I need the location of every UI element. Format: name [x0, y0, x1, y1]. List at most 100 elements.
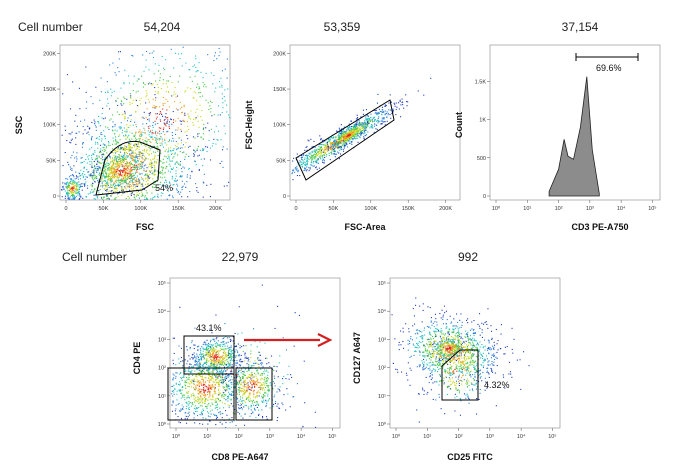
- event-dot: [226, 77, 228, 79]
- event-dot: [192, 358, 194, 360]
- event-dot: [77, 191, 79, 193]
- event-dot: [225, 375, 227, 377]
- event-dot: [372, 117, 374, 119]
- event-dot: [111, 158, 113, 160]
- event-dot: [114, 187, 116, 189]
- event-dot: [209, 105, 211, 107]
- event-dot: [198, 126, 200, 128]
- event-dot: [262, 393, 264, 395]
- event-dot: [308, 152, 310, 154]
- event-dot: [138, 182, 140, 184]
- event-dot: [346, 135, 348, 137]
- event-dot: [147, 175, 149, 177]
- event-dot: [202, 77, 204, 79]
- event-dot: [140, 142, 142, 144]
- event-dot: [146, 92, 148, 94]
- event-dot: [186, 391, 188, 393]
- event-dot: [210, 348, 212, 350]
- event-dot: [76, 158, 78, 160]
- event-dot: [234, 377, 236, 379]
- event-dot: [360, 126, 362, 128]
- event-dot: [213, 74, 215, 76]
- event-dot: [180, 357, 182, 359]
- event-dot: [72, 195, 74, 197]
- event-dot: [168, 126, 170, 128]
- event-dot: [315, 152, 317, 154]
- event-dot: [124, 153, 126, 155]
- event-dot: [325, 147, 327, 149]
- event-dot: [230, 386, 232, 388]
- event-dot: [214, 389, 216, 391]
- event-dot: [402, 104, 404, 106]
- event-dot: [305, 164, 307, 166]
- event-dot: [148, 166, 150, 168]
- event-dot: [385, 104, 387, 106]
- event-dot: [207, 387, 209, 389]
- event-dot: [167, 190, 169, 192]
- event-dot: [364, 126, 366, 128]
- event-dot: [77, 185, 79, 187]
- event-dot: [198, 354, 200, 356]
- event-dot: [312, 151, 314, 153]
- event-dot: [224, 133, 226, 135]
- event-dot: [339, 129, 341, 131]
- event-dot: [182, 144, 184, 146]
- event-dot: [225, 389, 227, 391]
- event-dot: [256, 406, 258, 408]
- event-dot: [248, 399, 250, 401]
- event-dot: [343, 134, 345, 136]
- event-dot: [198, 133, 200, 135]
- event-dot: [127, 136, 129, 138]
- event-dot: [104, 165, 106, 167]
- event-dot: [218, 374, 220, 376]
- event-dot: [205, 99, 207, 101]
- event-dot: [238, 407, 240, 409]
- event-dot: [182, 408, 184, 410]
- event-dot: [309, 168, 311, 170]
- event-dot: [116, 177, 118, 179]
- event-dot: [358, 133, 360, 135]
- event-dot: [133, 194, 135, 196]
- event-dot: [209, 416, 211, 418]
- event-dot: [73, 186, 75, 188]
- event-dot: [115, 197, 117, 199]
- event-dot: [124, 131, 126, 133]
- event-dot: [352, 139, 354, 141]
- event-dot: [149, 125, 151, 127]
- event-dot: [76, 160, 78, 162]
- event-dot: [175, 141, 177, 143]
- event-dot: [361, 122, 363, 124]
- event-dot: [133, 160, 135, 162]
- event-dot: [156, 159, 158, 161]
- event-dot: [111, 161, 113, 163]
- event-dot: [127, 168, 129, 170]
- event-dot: [70, 198, 72, 200]
- event-dot: [184, 146, 186, 148]
- event-dot: [294, 167, 296, 169]
- event-dot: [188, 155, 190, 157]
- event-dot: [166, 109, 168, 111]
- event-dot: [108, 164, 110, 166]
- event-dot: [249, 400, 251, 402]
- event-dot: [205, 389, 207, 391]
- event-dot: [116, 185, 118, 187]
- event-dot: [213, 349, 215, 351]
- event-dot: [151, 173, 153, 175]
- event-dot: [113, 158, 115, 160]
- event-dot: [320, 153, 322, 155]
- event-dot: [221, 363, 223, 365]
- x-tick-label: 10⁴: [617, 205, 626, 212]
- event-dot: [128, 147, 130, 149]
- event-dot: [160, 152, 162, 154]
- event-dot: [136, 179, 138, 181]
- x-ticks: 0 50K 100K 150K 200K: [64, 200, 222, 212]
- event-dot: [96, 168, 98, 170]
- event-dot: [236, 396, 238, 398]
- event-dot: [94, 188, 96, 190]
- event-dot: [132, 83, 134, 85]
- event-dot: [118, 164, 120, 166]
- event-dot: [209, 388, 211, 390]
- event-dot: [126, 165, 128, 167]
- event-dot: [246, 389, 248, 391]
- event-dot: [366, 125, 368, 127]
